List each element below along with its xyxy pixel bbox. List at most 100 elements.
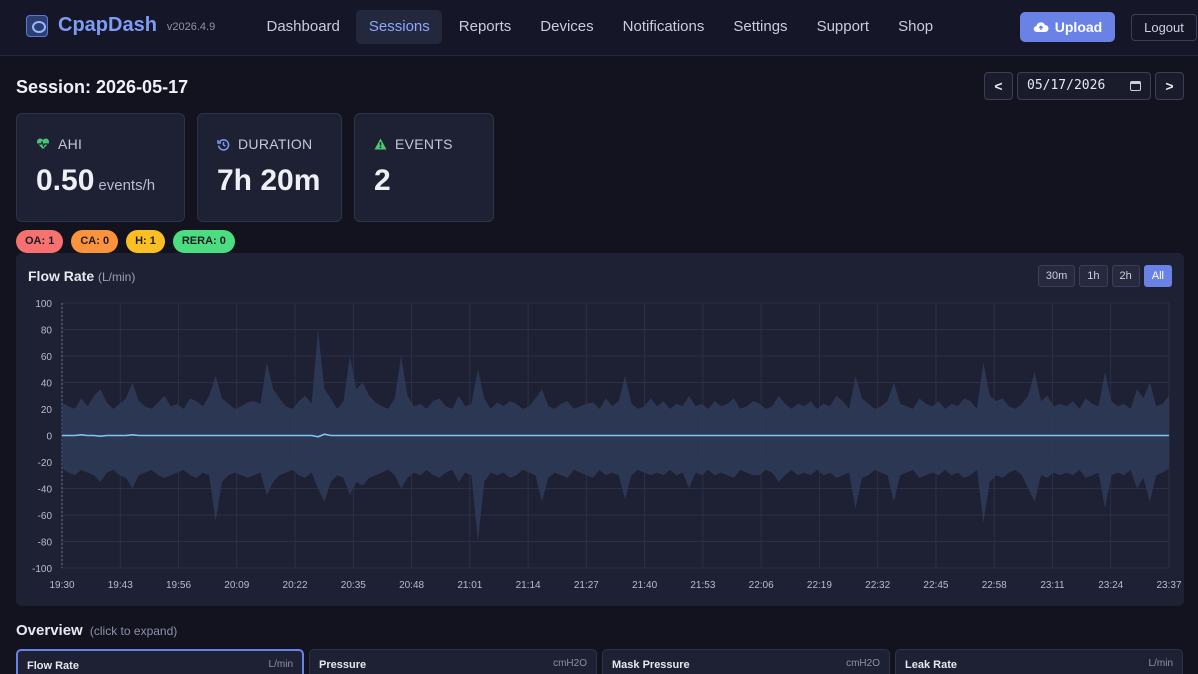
x-tick-label: 20:48 xyxy=(399,580,424,591)
y-tick-label: -80 xyxy=(38,538,53,549)
range-30m-button[interactable]: 30m xyxy=(1037,265,1076,287)
calendar-icon[interactable] xyxy=(1130,81,1141,91)
top-navbar: CpapDash v2026.4.9 Dashboard Sessions Re… xyxy=(0,0,1198,56)
range-2h-button[interactable]: 2h xyxy=(1111,265,1140,287)
overview-card-leak-rate[interactable]: Leak Rate L/min xyxy=(895,649,1183,674)
nav-settings[interactable]: Settings xyxy=(733,18,788,35)
y-tick-label: -40 xyxy=(38,485,53,496)
range-selector: 30m 1h 2h All xyxy=(1034,265,1172,287)
overview-card-unit: cmH2O xyxy=(846,658,880,669)
x-tick-label: 19:56 xyxy=(166,580,191,591)
y-tick-label: -100 xyxy=(32,564,52,575)
nav-support[interactable]: Support xyxy=(816,18,870,35)
nav-devices[interactable]: Devices xyxy=(540,18,594,35)
x-tick-label: 21:27 xyxy=(574,580,599,591)
x-tick-label: 21:01 xyxy=(457,580,482,591)
stat-label-duration: DURATION xyxy=(217,136,312,152)
x-tick-label: 21:53 xyxy=(690,580,715,591)
prev-day-button[interactable]: < xyxy=(984,72,1013,100)
x-tick-label: 21:40 xyxy=(632,580,657,591)
overview-card-unit: L/min xyxy=(1148,658,1173,669)
date-navigator: < 05/17/2026 > xyxy=(984,72,1184,100)
app-logo-icon xyxy=(26,14,48,37)
app-name: CpapDash xyxy=(58,14,157,36)
overview-card-flow-rate[interactable]: Flow Rate L/min xyxy=(16,649,304,674)
x-tick-label: 23:11 xyxy=(1040,580,1065,591)
overview-card-name: Leak Rate xyxy=(905,659,957,671)
x-tick-label: 21:14 xyxy=(516,580,541,591)
y-tick-label: 100 xyxy=(35,299,52,310)
flow-rate-chart-panel: 100 80 60 40 20 0 -20 -40 -60 -80 -100 19:30 19:43 19… xyxy=(16,253,1184,606)
x-tick-label: 20:09 xyxy=(224,580,249,591)
stat-card-events: EVENTS 2 xyxy=(354,113,494,222)
overview-hint: (click to expand) xyxy=(89,624,178,638)
overview-card-mask-pressure[interactable]: Mask Pressure cmH2O xyxy=(602,649,890,674)
upload-button[interactable]: Upload xyxy=(1020,12,1115,42)
upload-label: Upload xyxy=(1054,19,1103,35)
logout-button[interactable]: Logout xyxy=(1131,14,1197,41)
nav-reports[interactable]: Reports xyxy=(458,18,512,35)
cloud-upload-icon xyxy=(1033,22,1049,33)
stat-label-events: EVENTS xyxy=(374,136,453,152)
date-input[interactable]: 05/17/2026 xyxy=(1017,72,1151,100)
main-nav: Dashboard Sessions Reports Devices Notif… xyxy=(254,10,950,44)
y-tick-label: -60 xyxy=(38,511,53,522)
x-tick-label: 22:19 xyxy=(807,580,832,591)
stat-value-events: 2 xyxy=(374,164,391,197)
stat-value-ahi: 0.50 events/h xyxy=(36,164,155,198)
page-title: Session: 2026-05-17 xyxy=(16,77,189,97)
overview-title-text: Overview xyxy=(16,622,83,639)
chart-unit: (L/min) xyxy=(98,270,136,284)
flow-rate-chart[interactable]: 100 80 60 40 20 0 -20 -40 -60 -80 -100 19:30 19:43 19… xyxy=(16,253,1184,606)
overview-card-unit: L/min xyxy=(268,659,293,670)
x-tick-label: 23:37 xyxy=(1156,580,1181,591)
y-tick-label: 60 xyxy=(41,352,53,363)
overview-card-name: Flow Rate xyxy=(27,660,79,672)
x-tick-label: 22:06 xyxy=(749,580,774,591)
history-icon xyxy=(217,138,230,151)
heart-pulse-icon xyxy=(36,138,50,149)
overview-card-name: Pressure xyxy=(319,659,367,671)
y-tick-label: 80 xyxy=(41,326,53,337)
badge-h: H: 1 xyxy=(126,230,165,253)
warning-icon xyxy=(374,138,387,150)
y-tick-label: 0 xyxy=(46,432,52,443)
overview-card-unit: cmH2O xyxy=(553,658,587,669)
range-1h-button[interactable]: 1h xyxy=(1079,265,1108,287)
stat-value-duration: 7h 20m xyxy=(217,164,321,197)
stat-card-duration: DURATION 7h 20m xyxy=(197,113,342,222)
event-badges: OA: 1 CA: 0 H: 1 RERA: 0 xyxy=(16,230,243,253)
next-day-button[interactable]: > xyxy=(1155,72,1184,100)
x-tick-label: 22:45 xyxy=(923,580,948,591)
badge-oa: OA: 1 xyxy=(16,230,64,253)
badge-rera: RERA: 0 xyxy=(172,230,235,253)
chart-title-text: Flow Rate xyxy=(28,268,95,284)
ahi-unit: events/h xyxy=(98,177,156,194)
x-tick-label: 20:22 xyxy=(283,580,308,591)
nav-dashboard[interactable]: Dashboard xyxy=(266,18,340,35)
x-tick-label: 19:43 xyxy=(108,580,133,591)
date-value: 05/17/2026 xyxy=(1027,78,1106,93)
x-tick-label: 22:58 xyxy=(982,580,1007,591)
y-tick-label: 40 xyxy=(41,379,53,390)
flow-mean-line xyxy=(62,433,1169,438)
nav-sessions[interactable]: Sessions xyxy=(356,10,443,44)
stat-label-ahi: AHI xyxy=(36,136,82,152)
x-tick-label: 23:24 xyxy=(1098,580,1123,591)
x-tick-label: 19:30 xyxy=(49,580,74,591)
overview-card-pressure[interactable]: Pressure cmH2O xyxy=(309,649,597,674)
stat-label-text: DURATION xyxy=(238,136,313,152)
nav-notifications[interactable]: Notifications xyxy=(622,18,705,35)
range-all-button[interactable]: All xyxy=(1143,265,1172,287)
stat-card-ahi: AHI 0.50 events/h xyxy=(16,113,185,222)
nav-shop[interactable]: Shop xyxy=(898,18,934,35)
y-tick-label: -20 xyxy=(38,458,53,469)
overview-title: Overview (click to expand) xyxy=(16,622,177,639)
stat-label-text: AHI xyxy=(58,136,83,152)
badge-ca: CA: 0 xyxy=(71,230,119,253)
brand[interactable]: CpapDash v2026.4.9 xyxy=(26,14,215,37)
overview-card-name: Mask Pressure xyxy=(612,659,690,671)
x-tick-label: 22:32 xyxy=(865,580,890,591)
ahi-value: 0.50 xyxy=(36,164,95,197)
chart-title: Flow Rate (L/min) xyxy=(28,268,135,284)
